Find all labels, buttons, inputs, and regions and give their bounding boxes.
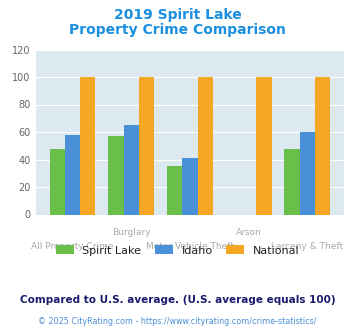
Bar — [300, 132, 315, 214]
Text: 2019 Spirit Lake: 2019 Spirit Lake — [114, 8, 241, 22]
Text: Property Crime Comparison: Property Crime Comparison — [69, 23, 286, 37]
Text: Compared to U.S. average. (U.S. average equals 100): Compared to U.S. average. (U.S. average … — [20, 295, 335, 305]
Text: © 2025 CityRating.com - https://www.cityrating.com/crime-statistics/: © 2025 CityRating.com - https://www.city… — [38, 317, 317, 326]
Bar — [65, 135, 80, 214]
Legend: Spirit Lake, Idaho, National: Spirit Lake, Idaho, National — [51, 241, 304, 260]
Bar — [124, 125, 139, 214]
Bar — [256, 77, 272, 214]
Bar — [139, 77, 154, 214]
Bar — [284, 148, 300, 214]
Text: Burglary: Burglary — [112, 228, 151, 237]
Text: Arson: Arson — [236, 228, 262, 237]
Text: Motor Vehicle Theft: Motor Vehicle Theft — [146, 242, 234, 251]
Bar — [108, 136, 124, 214]
Bar — [80, 77, 95, 214]
Bar — [315, 77, 330, 214]
Bar — [167, 166, 182, 214]
Text: Larceny & Theft: Larceny & Theft — [271, 242, 344, 251]
Text: All Property Crime: All Property Crime — [31, 242, 114, 251]
Bar — [182, 158, 198, 214]
Bar — [50, 148, 65, 214]
Bar — [198, 77, 213, 214]
